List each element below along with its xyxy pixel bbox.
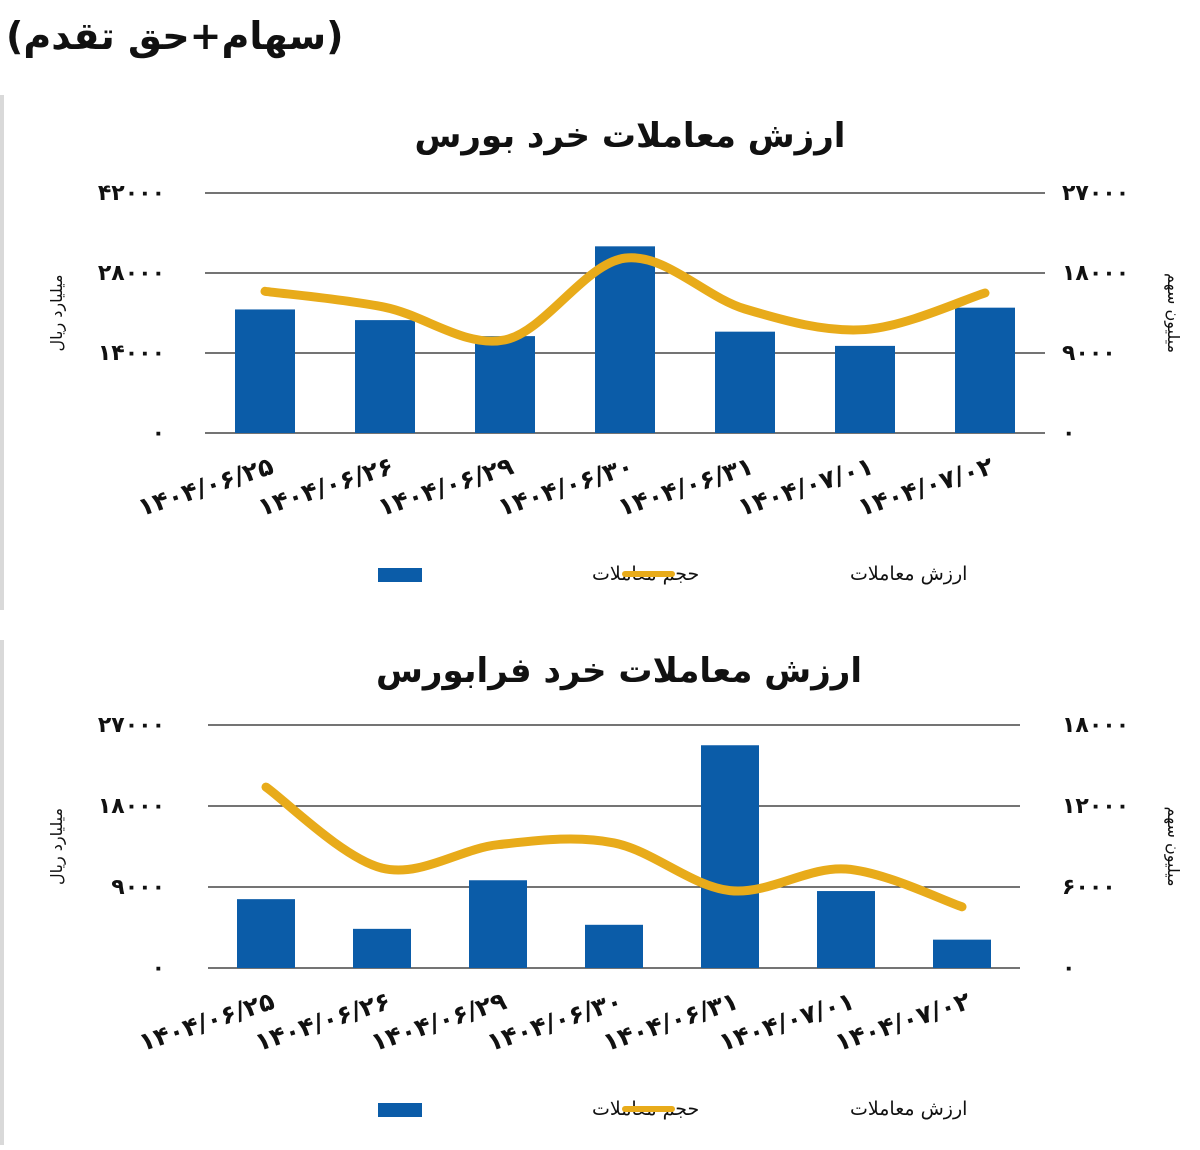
x-tick-label: ۱۴۰۴/۰۶/۳۱ [614, 451, 756, 522]
chart-panel-bourse: ارزش معاملات خرد بورس ۰ ۰ ۱۴۰۰۰ ۹۰۰۰ ۲۸۰۰۰ ۱۸۰… [0, 95, 1200, 615]
header-title: (سهام+حق تقدم) [6, 14, 344, 58]
bar [835, 345, 895, 433]
y-tick-right: ۹۰۰۰ [1062, 341, 1116, 366]
y-axis-label-left: میلیارد ریال [47, 808, 67, 885]
bar [817, 891, 875, 968]
bar [355, 320, 415, 433]
y-tick-right: ۱۸۰۰۰ [1062, 713, 1129, 738]
y-axis-label-right: میلیون سهم [1163, 806, 1183, 886]
y-tick-right: ۱۸۰۰۰ [1062, 261, 1129, 286]
bar [585, 924, 643, 968]
y-tick-left: ۰ [152, 421, 165, 446]
y-tick-left: ۰ [152, 956, 165, 981]
bar [469, 880, 527, 968]
chart-title: ارزش معاملات خرد بورس [415, 116, 846, 156]
y-tick-right: ۰ [1062, 956, 1075, 981]
bar [237, 899, 295, 968]
x-tick-label: ۱۴۰۴/۰۶/۲۹ [374, 451, 516, 522]
y-axis-label-right: میلیون سهم [1163, 273, 1183, 353]
chart-title: ارزش معاملات خرد فرابورس [376, 651, 862, 691]
legend-swatch-bar [378, 1103, 422, 1117]
y-tick-right: ۰ [1062, 421, 1075, 446]
bar [701, 745, 759, 968]
y-tick-left: ۲۷۰۰۰ [98, 713, 165, 738]
y-tick-left: ۴۲۰۰۰ [98, 181, 165, 206]
panel-divider-top [0, 95, 4, 610]
bar [475, 336, 535, 433]
y-tick-right: ۲۷۰۰۰ [1062, 181, 1129, 206]
y-tick-left: ۱۴۰۰۰ [98, 341, 165, 366]
bar [353, 928, 411, 968]
page-header: (سهام+حق تقدم) [0, 14, 344, 74]
bar [955, 307, 1015, 433]
bar [715, 331, 775, 433]
y-axis-label-left: میلیارد ریال [47, 274, 67, 351]
x-tick-label: ۱۴۰۴/۰۷/۰۲ [854, 451, 996, 522]
series-line [261, 782, 967, 912]
y-tick-right: ۶۰۰۰ [1062, 875, 1116, 900]
bar [933, 939, 991, 968]
y-tick-right: ۱۲۰۰۰ [1062, 794, 1129, 819]
legend-label-line: ارزش معاملات [850, 1098, 967, 1120]
x-tick-label: ۱۴۰۴/۰۶/۳۰ [494, 451, 636, 522]
bar [235, 309, 295, 433]
panel-divider-bottom [0, 640, 4, 1145]
chart-bourse: ارزش معاملات خرد بورس ۰ ۰ ۱۴۰۰۰ ۹۰۰۰ ۲۸۰۰۰ ۱۸۰… [47, 116, 1183, 585]
x-tick-label: ۱۴۰۴/۰۶/۲۶ [254, 451, 396, 522]
legend-label-line: ارزش معاملات [850, 563, 967, 585]
y-tick-left: ۱۸۰۰۰ [98, 794, 165, 819]
bar [595, 246, 655, 433]
y-tick-left: ۲۸۰۰۰ [98, 261, 165, 286]
x-tick-label: ۱۴۰۴/۰۶/۲۵ [134, 451, 276, 522]
x-tick-label: ۱۴۰۴/۰۷/۰۱ [734, 451, 876, 522]
x-tick-label: ۱۴۰۴/۰۷/۰۲ [831, 986, 973, 1057]
chart-farabourse: ارزش معاملات خرد فرابورس ۰ ۰ ۹۰۰۰ ۶۰۰۰ ۱۸۰۰۰ ۱… [47, 651, 1183, 1120]
legend-swatch-bar [378, 568, 422, 582]
chart-panel-farabourse: ارزش معاملات خرد فرابورس ۰ ۰ ۹۰۰۰ ۶۰۰۰ ۱۸۰۰۰ ۱… [0, 640, 1200, 1145]
y-tick-left: ۹۰۰۰ [111, 875, 165, 900]
